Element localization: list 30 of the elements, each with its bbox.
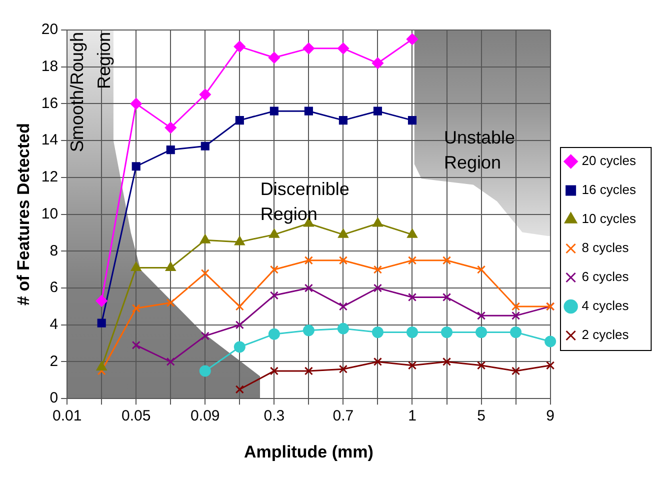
- legend-label: 8 cycles: [582, 240, 630, 256]
- x-tick-label: 1: [408, 408, 416, 425]
- x-tick-label: 9: [546, 408, 554, 425]
- annotation: Smooth/Rough Region: [67, 32, 114, 152]
- legend-label: 2 cycles: [582, 327, 630, 342]
- legend-label: 6 cycles: [582, 269, 630, 284]
- x-axis-title: Amplitude (mm): [244, 442, 374, 462]
- y-tick-label: 14: [41, 132, 58, 149]
- annotation: Unstable Region: [444, 127, 516, 172]
- legend-label: 4 cycles: [582, 298, 630, 314]
- legend-label: 10 cycles: [582, 211, 636, 226]
- legend-label: 16 cycles: [582, 182, 636, 198]
- y-tick-label: 6: [50, 279, 58, 296]
- y-tick-label: 18: [41, 58, 58, 75]
- x-tick-label: 0.05: [122, 408, 151, 425]
- y-tick-label: 10: [41, 205, 58, 222]
- y-tick-label: 4: [50, 316, 58, 334]
- y-tick-label: 12: [41, 168, 58, 186]
- x-tick-label: 0.7: [332, 408, 354, 425]
- y-axis-title: # of Features Detected: [14, 123, 33, 306]
- x-tick-label: 0.01: [52, 408, 82, 425]
- y-tick-label: 0: [50, 390, 58, 407]
- y-tick-label: 16: [41, 94, 58, 112]
- x-tick-label: 0.09: [190, 408, 220, 425]
- x-tick-label: 5: [477, 408, 486, 425]
- y-tick-label: 2: [50, 352, 58, 370]
- y-tick-label: 20: [41, 21, 58, 38]
- y-tick-label: 8: [50, 242, 58, 260]
- x-tick-label: 0.3: [264, 408, 285, 425]
- legend-label: 20 cycles: [582, 153, 636, 168]
